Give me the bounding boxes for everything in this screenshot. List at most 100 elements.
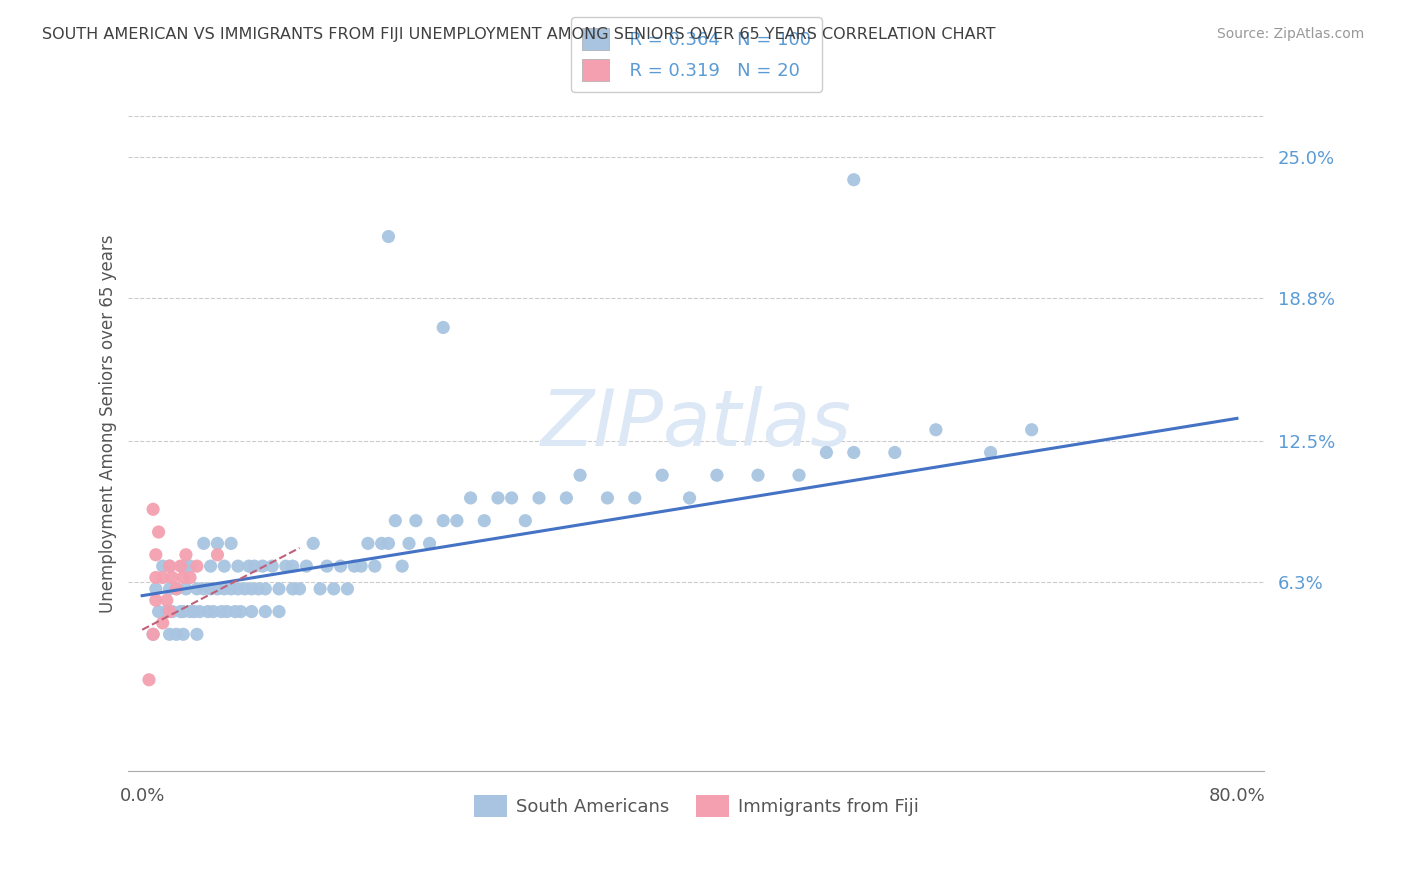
Point: [842, 172, 865, 186]
Point: [169, 559, 191, 574]
Point: [179, 559, 201, 574]
Point: [174, 582, 197, 596]
Point: [174, 548, 197, 562]
Point: [233, 582, 256, 596]
Point: [207, 582, 229, 596]
Point: [226, 559, 249, 574]
Point: [316, 559, 339, 574]
Point: [377, 536, 399, 550]
Point: [172, 559, 194, 574]
Point: [179, 605, 201, 619]
Point: [281, 582, 304, 596]
Point: [281, 559, 304, 574]
Point: [188, 605, 211, 619]
Point: [398, 536, 420, 550]
Point: [460, 491, 482, 505]
Point: [405, 514, 427, 528]
Point: [240, 582, 263, 596]
Point: [527, 491, 550, 505]
Point: [432, 320, 454, 334]
Point: [515, 514, 537, 528]
Point: [247, 582, 270, 596]
Point: [211, 605, 233, 619]
Point: [747, 468, 769, 483]
Point: [165, 582, 187, 596]
Point: [651, 468, 673, 483]
Point: [336, 582, 359, 596]
Point: [193, 536, 215, 550]
Point: [200, 559, 222, 574]
Point: [138, 673, 160, 687]
Point: [219, 582, 242, 596]
Point: [501, 491, 523, 505]
Point: [202, 605, 225, 619]
Point: [159, 559, 181, 574]
Point: [229, 605, 252, 619]
Legend: South Americans, Immigrants from Fiji: South Americans, Immigrants from Fiji: [467, 788, 925, 824]
Point: [159, 559, 181, 574]
Point: [152, 615, 174, 630]
Point: [186, 627, 208, 641]
Point: [329, 559, 352, 574]
Point: [486, 491, 509, 505]
Point: [193, 582, 215, 596]
Point: [377, 229, 399, 244]
Point: [148, 524, 170, 539]
Text: ZIPatlas: ZIPatlas: [541, 386, 852, 462]
Point: [197, 605, 219, 619]
Point: [165, 627, 187, 641]
Point: [267, 582, 290, 596]
Point: [224, 605, 246, 619]
Point: [295, 559, 318, 574]
Point: [432, 514, 454, 528]
Point: [172, 605, 194, 619]
Point: [624, 491, 647, 505]
Point: [142, 627, 165, 641]
Point: [142, 627, 165, 641]
Point: [156, 605, 179, 619]
Point: [148, 605, 170, 619]
Point: [925, 423, 948, 437]
Point: [207, 548, 229, 562]
Point: [238, 559, 260, 574]
Point: [596, 491, 619, 505]
Point: [384, 514, 406, 528]
Point: [391, 559, 413, 574]
Point: [179, 570, 201, 584]
Point: [419, 536, 441, 550]
Point: [309, 582, 332, 596]
Point: [678, 491, 700, 505]
Point: [162, 605, 184, 619]
Point: [145, 548, 167, 562]
Point: [350, 559, 373, 574]
Point: [200, 582, 222, 596]
Point: [254, 605, 277, 619]
Point: [142, 502, 165, 516]
Point: [186, 559, 208, 574]
Point: [446, 514, 468, 528]
Point: [980, 445, 1002, 459]
Point: [883, 445, 905, 459]
Point: [322, 582, 344, 596]
Point: [152, 570, 174, 584]
Point: [169, 605, 191, 619]
Point: [145, 570, 167, 584]
Point: [252, 559, 274, 574]
Point: [706, 468, 728, 483]
Point: [145, 593, 167, 607]
Point: [162, 570, 184, 584]
Point: [165, 582, 187, 596]
Y-axis label: Unemployment Among Seniors over 65 years: Unemployment Among Seniors over 65 years: [100, 235, 117, 614]
Point: [156, 593, 179, 607]
Point: [357, 536, 380, 550]
Point: [215, 605, 238, 619]
Point: [159, 582, 181, 596]
Text: SOUTH AMERICAN VS IMMIGRANTS FROM FIJI UNEMPLOYMENT AMONG SENIORS OVER 65 YEARS : SOUTH AMERICAN VS IMMIGRANTS FROM FIJI U…: [42, 27, 995, 42]
Point: [172, 627, 194, 641]
Point: [288, 582, 311, 596]
Point: [152, 559, 174, 574]
Point: [214, 582, 236, 596]
Point: [815, 445, 838, 459]
Point: [207, 536, 229, 550]
Point: [262, 559, 284, 574]
